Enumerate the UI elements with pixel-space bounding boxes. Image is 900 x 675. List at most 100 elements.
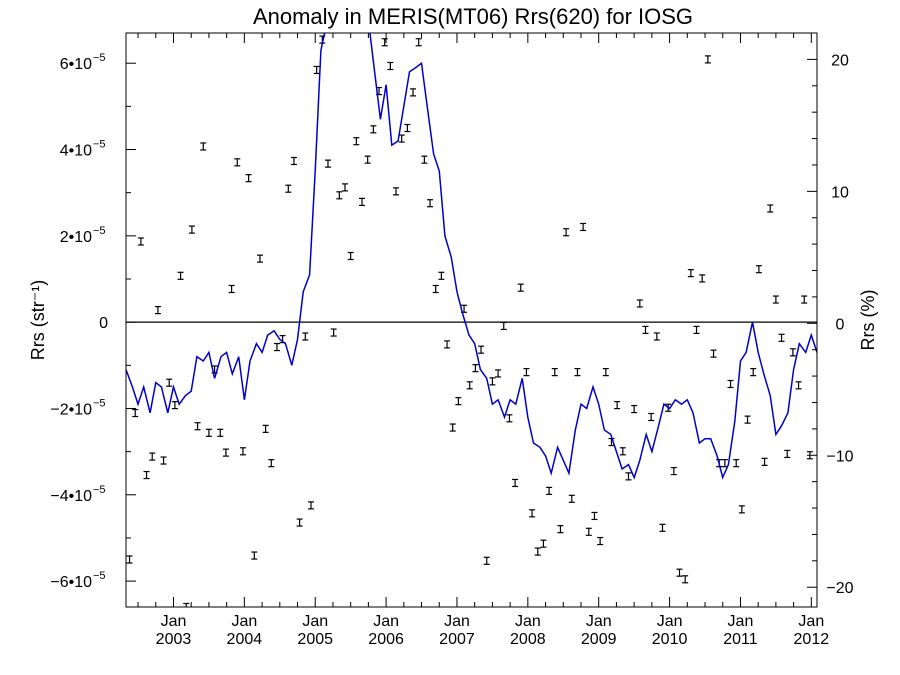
errorbar-marker bbox=[636, 299, 643, 308]
errorbar-marker bbox=[387, 61, 394, 71]
y-left-tick-exponent: −5 bbox=[93, 139, 106, 151]
x-tick-year: 2007 bbox=[439, 631, 475, 648]
errorbar-marker bbox=[721, 459, 728, 468]
y-left-tick-label: 6•10 bbox=[60, 56, 92, 73]
errorbar-marker bbox=[801, 295, 808, 304]
x-tick-month: Jan bbox=[231, 613, 257, 630]
errorbar-marker bbox=[585, 527, 592, 536]
errorbar-marker bbox=[506, 414, 513, 423]
errorbar-marker bbox=[540, 539, 547, 548]
errorbar-marker bbox=[631, 404, 638, 414]
errorbar-marker bbox=[625, 472, 632, 481]
errorbar-marker bbox=[727, 379, 734, 389]
errorbar-marker bbox=[290, 156, 297, 166]
errorbar-markers bbox=[126, 35, 813, 607]
x-tick-year: 2006 bbox=[368, 631, 404, 648]
errorbar-marker bbox=[733, 459, 740, 468]
x-tick-year: 2010 bbox=[652, 631, 688, 648]
errorbar-marker bbox=[234, 158, 241, 167]
x-tick-month: Jan bbox=[798, 613, 824, 630]
x-tick-month: Jan bbox=[515, 613, 541, 630]
x-tick-month: Jan bbox=[373, 613, 399, 630]
y-axis-left-label: Rrs (str⁻¹) bbox=[28, 280, 48, 360]
errorbar-marker bbox=[523, 368, 530, 377]
x-tick-month: Jan bbox=[586, 613, 612, 630]
errorbar-marker bbox=[217, 428, 224, 437]
errorbar-marker bbox=[200, 142, 207, 151]
errorbar-marker bbox=[795, 381, 802, 390]
errorbar-marker bbox=[648, 412, 655, 422]
errorbar-marker bbox=[404, 123, 411, 133]
errorbar-marker bbox=[789, 348, 796, 357]
errorbar-marker bbox=[410, 88, 417, 97]
errorbar-marker bbox=[642, 325, 649, 334]
errorbar-marker bbox=[778, 333, 785, 342]
errorbar-marker bbox=[273, 342, 280, 352]
x-axis: Jan2003Jan2004Jan2005Jan2006Jan2007Jan20… bbox=[137, 33, 830, 648]
errorbar-marker bbox=[466, 381, 473, 390]
errorbar-marker bbox=[296, 518, 303, 527]
errorbar-marker bbox=[557, 525, 564, 534]
errorbar-marker bbox=[580, 222, 587, 232]
errorbar-marker bbox=[222, 448, 229, 457]
y-axis-right: 20 10 0 −10 −20 bbox=[807, 52, 854, 597]
errorbar-marker bbox=[188, 225, 195, 234]
x-tick-year: 2012 bbox=[794, 631, 830, 648]
errorbar-marker bbox=[183, 602, 190, 607]
errorbar-marker bbox=[143, 470, 150, 480]
y-left-tick-exponent: −5 bbox=[93, 225, 106, 237]
errorbar-marker bbox=[653, 332, 660, 341]
errorbar-marker bbox=[546, 486, 553, 495]
errorbar-marker bbox=[336, 191, 343, 200]
errorbar-marker bbox=[421, 155, 428, 164]
y-right-tick-label: −20 bbox=[826, 580, 853, 597]
errorbar-marker bbox=[449, 423, 456, 432]
y-left-tick-exponent: −5 bbox=[93, 397, 106, 409]
y-axis-left: 6•10 −54•10 −52•10 −50−2•10 −5−4•10 −5−6•10 −5 bbox=[50, 52, 136, 591]
errorbar-marker bbox=[682, 575, 689, 584]
errorbar-marker bbox=[393, 187, 400, 196]
errorbar-marker bbox=[738, 505, 745, 514]
x-tick-year: 2005 bbox=[297, 631, 333, 648]
errorbar-marker bbox=[432, 284, 439, 294]
x-tick-month: Jan bbox=[444, 613, 470, 630]
errorbar-marker bbox=[347, 251, 354, 261]
errorbar-marker bbox=[500, 321, 507, 331]
errorbar-marker bbox=[704, 55, 711, 64]
errorbar-marker bbox=[171, 401, 178, 410]
errorbar-marker bbox=[659, 523, 666, 532]
errorbar-marker bbox=[755, 265, 762, 274]
x-tick-year: 2008 bbox=[510, 631, 546, 648]
y-left-tick-exponent: −5 bbox=[93, 570, 106, 582]
errorbar-marker bbox=[568, 494, 575, 503]
errorbar-marker bbox=[149, 452, 156, 461]
errorbar-marker bbox=[177, 271, 184, 280]
errorbar-marker bbox=[359, 197, 366, 207]
errorbar-marker bbox=[489, 377, 496, 386]
errorbar-marker bbox=[166, 378, 173, 387]
x-tick-year: 2003 bbox=[156, 631, 192, 648]
errorbar-marker bbox=[744, 415, 751, 424]
errorbar-marker bbox=[512, 478, 519, 488]
errorbar-marker bbox=[364, 155, 371, 164]
errorbar-marker bbox=[551, 368, 558, 377]
errorbar-marker bbox=[444, 340, 451, 349]
errorbar-marker bbox=[313, 65, 320, 75]
x-tick-month: Jan bbox=[657, 613, 683, 630]
errorbar-marker bbox=[591, 511, 598, 521]
errorbar-marker bbox=[472, 364, 479, 373]
y-left-tick-label: −4•10 bbox=[50, 488, 92, 505]
errorbar-marker bbox=[341, 183, 348, 192]
errorbar-marker bbox=[239, 447, 246, 456]
y-right-tick-label: 20 bbox=[831, 52, 849, 69]
errorbar-marker bbox=[251, 551, 258, 560]
errorbar-marker bbox=[427, 199, 434, 208]
errorbar-marker bbox=[245, 174, 252, 183]
y-left-tick-label: −6•10 bbox=[50, 574, 92, 591]
errorbar-marker bbox=[194, 422, 201, 431]
errorbar-marker bbox=[205, 428, 212, 437]
x-tick-month: Jan bbox=[728, 613, 754, 630]
errorbar-marker bbox=[761, 457, 768, 466]
y-left-tick-label: −2•10 bbox=[50, 401, 92, 418]
errorbar-marker bbox=[285, 184, 292, 193]
